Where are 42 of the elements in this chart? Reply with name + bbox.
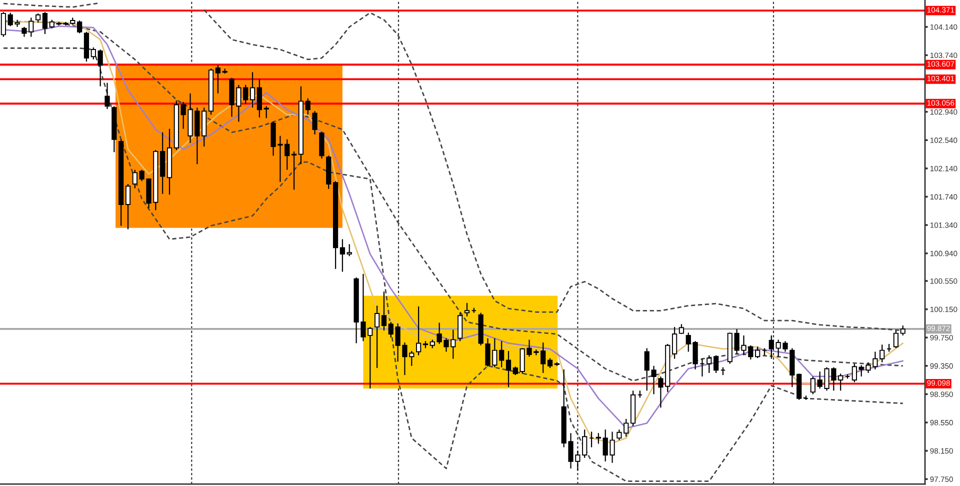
candlestick xyxy=(0,11,6,38)
candlestick xyxy=(256,78,262,118)
candlestick xyxy=(319,131,324,160)
candlestick xyxy=(291,150,297,190)
candlestick xyxy=(132,169,138,189)
candlestick xyxy=(381,291,387,332)
candlestick xyxy=(35,12,41,24)
candlestick xyxy=(672,326,678,360)
candlestick xyxy=(714,354,719,374)
candlestick xyxy=(596,432,602,444)
candlestick xyxy=(340,238,346,272)
candlestick xyxy=(464,302,470,317)
candlestick xyxy=(893,330,899,349)
candlestick xyxy=(416,306,422,356)
candlestick xyxy=(852,363,857,383)
candlestick xyxy=(312,110,318,136)
candlestick xyxy=(243,84,248,105)
candlestick xyxy=(215,64,220,94)
candlestick xyxy=(90,46,96,60)
candlestick xyxy=(810,376,816,395)
candlestick xyxy=(506,350,512,388)
candlestick xyxy=(768,334,774,360)
candlestick xyxy=(880,344,885,363)
candlestick xyxy=(77,20,82,34)
candlestick xyxy=(104,82,110,110)
candlestick xyxy=(755,346,760,359)
candlestick xyxy=(458,312,463,342)
candlestick xyxy=(346,244,352,257)
candlestick xyxy=(706,354,712,374)
candlestick xyxy=(305,98,310,116)
candlestick xyxy=(98,48,103,87)
candlestick xyxy=(374,305,380,369)
candlestick xyxy=(264,106,269,119)
candlestick xyxy=(900,324,906,336)
candlestick xyxy=(250,72,256,108)
candlestick xyxy=(547,358,553,369)
candlestick xyxy=(42,11,48,35)
candlestick xyxy=(499,340,504,368)
candlestick xyxy=(125,183,131,230)
candlestick xyxy=(388,321,394,338)
candlestick xyxy=(540,342,546,374)
candlestick xyxy=(838,373,844,392)
